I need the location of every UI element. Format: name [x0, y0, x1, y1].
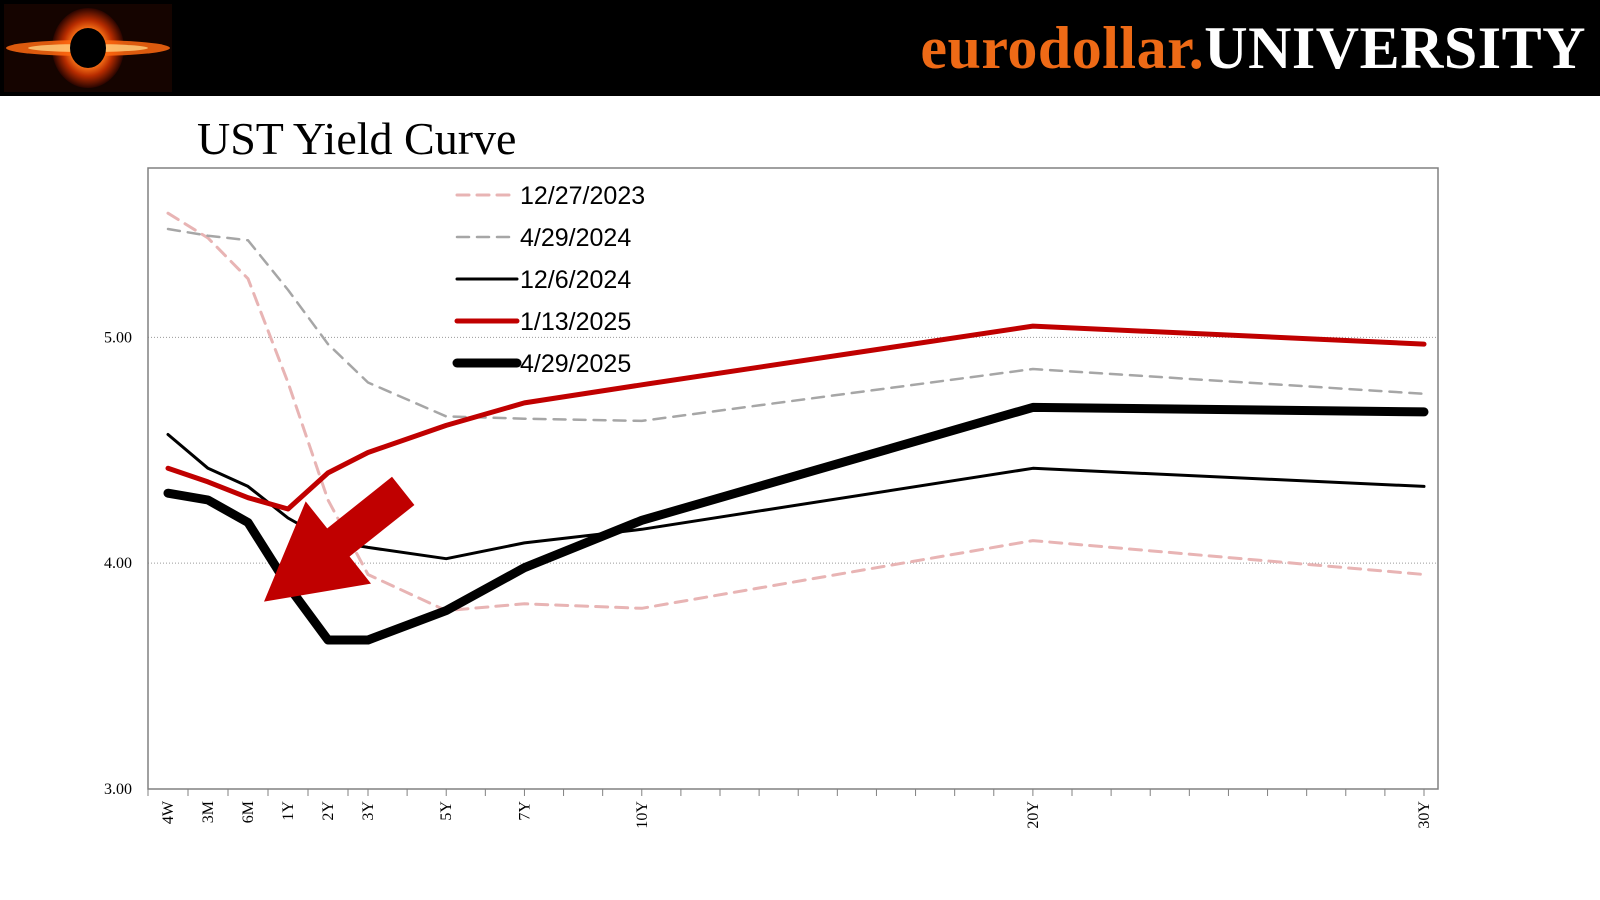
legend-label-2: 12/6/2024: [520, 266, 631, 294]
y-tick-label: 3.00: [104, 781, 132, 798]
legend-label-4: 4/29/2025: [520, 350, 631, 378]
x-tick-label: 20Y: [1025, 801, 1042, 829]
x-tick-label: 1Y: [280, 801, 297, 821]
series-line-3: [165, 323, 1427, 512]
header-bar: eurodollar.UNIVERSITY: [0, 0, 1600, 96]
x-tick-label: 5Y: [438, 801, 455, 821]
y-tick-label: 5.00: [104, 329, 132, 346]
legend-label-0: 12/27/2023: [520, 182, 645, 210]
brand-wordmark: eurodollar.UNIVERSITY: [920, 8, 1586, 88]
legend-label-1: 4/29/2024: [520, 224, 631, 252]
series-line-2: [166, 433, 1426, 561]
series-line-1: [166, 227, 1426, 423]
x-tick-label: 3Y: [360, 801, 377, 821]
x-tick-label: 7Y: [516, 801, 533, 821]
brand-eurodollar: eurodollar.: [920, 15, 1205, 81]
y-tick-label: 4.00: [104, 555, 132, 572]
series-line-0: [166, 211, 1426, 613]
legend-label-3: 1/13/2025: [520, 308, 631, 336]
annotation-arrow: [264, 476, 415, 602]
series-line-4: [163, 402, 1429, 645]
brand-university: UNIVERSITY: [1204, 15, 1586, 81]
x-tick-label: 3M: [200, 801, 217, 823]
x-tick-label: 2Y: [320, 801, 337, 821]
x-tick-label: 30Y: [1416, 801, 1433, 829]
plot-border: [147, 167, 1439, 790]
x-tick-label: 4W: [160, 800, 177, 824]
black-hole-logo-icon: [4, 4, 172, 92]
chart-title: UST Yield Curve: [197, 113, 517, 164]
x-tick-label: 10Y: [634, 801, 651, 829]
x-tick-label: 6M: [240, 801, 257, 823]
